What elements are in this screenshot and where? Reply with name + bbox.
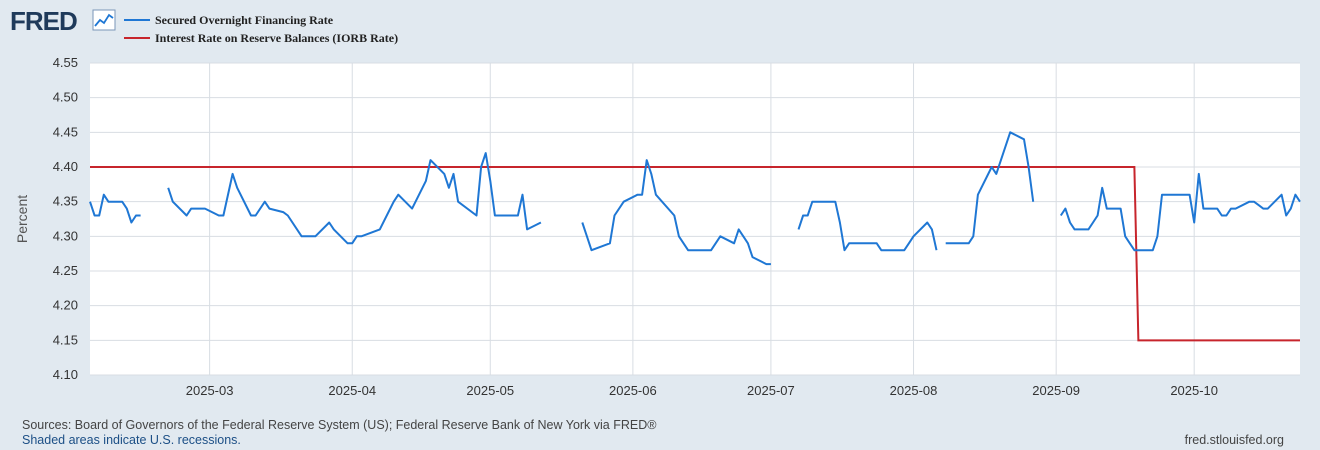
x-tick-label: 2025-09 xyxy=(1032,383,1080,398)
fred-logo-text: FRED xyxy=(10,8,77,36)
fred-url-link[interactable]: fred.stlouisfed.org xyxy=(1184,433,1284,447)
y-tick-label: 4.25 xyxy=(53,263,78,278)
y-tick-label: 4.10 xyxy=(53,367,78,382)
x-tick-label: 2025-06 xyxy=(609,383,657,398)
y-tick-label: 4.50 xyxy=(53,90,78,105)
y-tick-label: 4.15 xyxy=(53,332,78,347)
plot-area xyxy=(90,63,1300,375)
sources-note: Sources: Board of Governors of the Feder… xyxy=(22,418,657,432)
legend-label: Secured Overnight Financing Rate xyxy=(155,13,334,27)
y-tick-label: 4.35 xyxy=(53,194,78,209)
legend: Secured Overnight Financing Rate Interest… xyxy=(124,13,398,45)
y-tick-label: 4.40 xyxy=(53,159,78,174)
x-tick-label: 2025-05 xyxy=(466,383,514,398)
y-axis-label: Percent xyxy=(14,195,30,243)
series-line-sofr xyxy=(89,131,1301,266)
y-axis: 4.10 4.15 4.20 4.25 4.30 4.35 4.40 4.45 4.50 4.55 xyxy=(53,55,78,382)
series-line-iorb xyxy=(90,166,1300,342)
fred-logo: FRED xyxy=(10,8,116,36)
fred-graph-icon xyxy=(92,9,116,31)
recessions-link[interactable]: Shaded areas indicate U.S. recessions. xyxy=(22,433,241,447)
y-tick-label: 4.20 xyxy=(53,298,78,313)
x-tick-label: 2025-10 xyxy=(1170,383,1218,398)
x-tick-label: 2025-04 xyxy=(328,383,376,398)
chart: Secured Overnight Financing Rate Interest… xyxy=(14,13,1301,398)
legend-label: Interest Rate on Reserve Balances (IORB … xyxy=(155,31,398,45)
x-tick-label: 2025-07 xyxy=(747,383,795,398)
x-tick-label: 2025-03 xyxy=(186,383,234,398)
y-tick-label: 4.45 xyxy=(53,124,78,139)
y-tick-label: 4.30 xyxy=(53,228,78,243)
x-tick-label: 2025-08 xyxy=(890,383,938,398)
x-axis: 2025-03 2025-04 2025-05 2025-06 2025-07 2025-… xyxy=(186,383,1218,398)
y-tick-label: 4.55 xyxy=(53,55,78,70)
series xyxy=(89,131,1301,342)
grid xyxy=(90,62,1300,376)
